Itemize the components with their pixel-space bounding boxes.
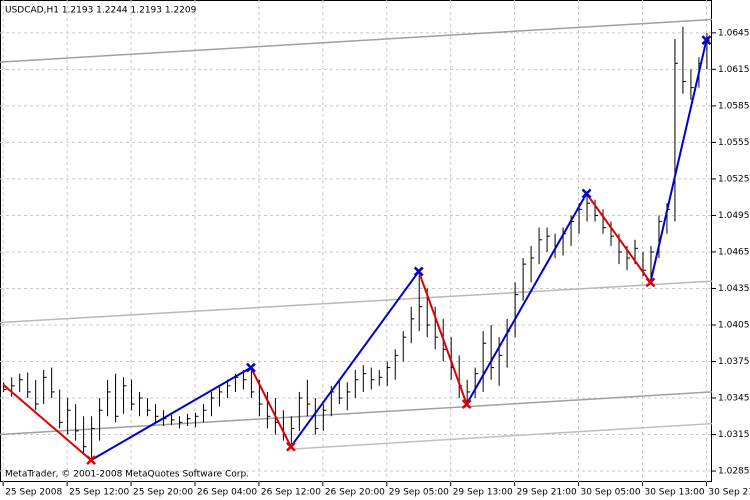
y-tick-label: 1.0345 [718,394,750,404]
pivot-marker [246,362,256,373]
x-tick-label: 30 Sep 13:00 [644,488,704,498]
zigzag-segment [585,192,652,283]
x-tick-label: 25 Sep 20:00 [133,488,193,498]
y-tick-label: 1.0645 [718,28,750,38]
zigzag-segment [290,270,420,448]
y-tick-label: 1.0525 [718,174,750,184]
zigzag-segment [2,383,92,461]
trend-line [0,18,713,63]
x-tick-label: 30 Sep 21:00 [708,488,750,498]
pivot-marker [581,188,592,199]
zigzag-segment [649,39,708,283]
pivot-marker [86,455,96,465]
plot-layer [0,0,713,482]
pivot-marker [413,266,424,277]
y-tick-label: 1.0495 [718,211,750,221]
zigzag-segment [90,366,252,461]
y-tick-label: 1.0315 [718,430,750,440]
pivot-marker [701,35,712,46]
zigzag-segment [417,271,468,405]
y-tick-label: 1.0465 [718,247,750,257]
pivot-marker [461,399,472,409]
zigzag-segment [250,367,292,448]
x-tick-label: 25 Sep 2008 [5,488,62,498]
footer: MetaTrader, © 2001-2008 MetaQuotes Softw… [5,470,249,480]
y-tick-label: 1.0585 [718,101,750,111]
x-tick-label: 29 Sep 21:00 [517,488,577,498]
pivot-marker [645,277,656,288]
trend-line [0,391,713,436]
x-tick-label: 26 Sep 20:00 [325,488,385,498]
x-tick-label: 30 Sep 05:00 [581,488,641,498]
x-tick-label: 25 Sep 12:00 [69,488,129,498]
chart-title: USDCAD,H1 1.2193 1.2244 1.2193 1.2209 [5,6,197,16]
y-tick-label: 1.0285 [718,467,750,477]
pivot-marker [285,441,296,452]
y-tick-label: 1.0435 [718,284,750,294]
y-tick-label: 1.0405 [718,320,750,330]
y-tick-label: 1.0615 [718,65,750,75]
x-tick-label: 29 Sep 13:00 [453,488,513,498]
trend-line [0,280,713,324]
x-tick-label: 26 Sep 12:00 [261,488,321,498]
trend-line [290,422,713,450]
y-tick-label: 1.0375 [718,357,750,367]
y-tick-label: 1.0555 [718,138,750,148]
x-tick-label: 29 Sep 05:00 [389,488,449,498]
zigzag-segment [465,193,588,405]
plot-frame [0,0,712,482]
x-tick-label: 26 Sep 04:00 [197,488,257,498]
